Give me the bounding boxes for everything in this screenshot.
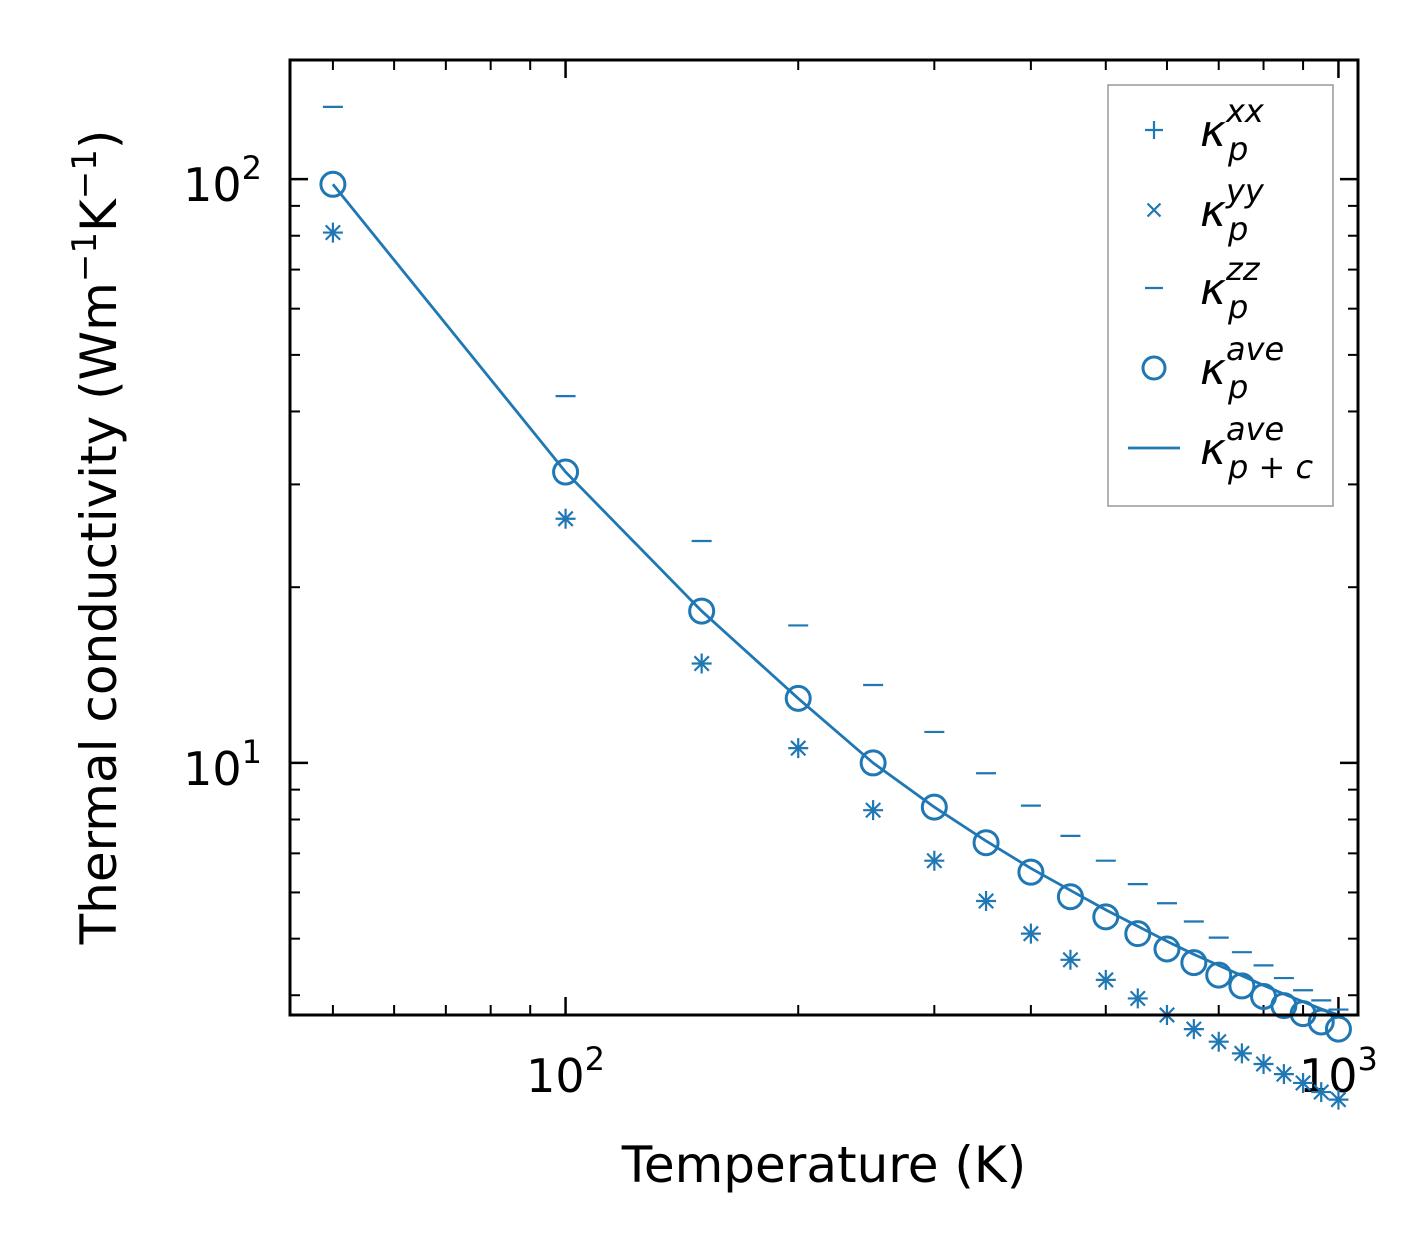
y-axis-label-sup1: −1 [65, 232, 105, 282]
y-tick-label: 101 [183, 733, 262, 796]
legend-kpc-kappa: κ [1200, 424, 1226, 475]
y-tick-label: 102 [183, 149, 262, 212]
kyy-point [1255, 1056, 1272, 1072]
kave-point [1017, 858, 1045, 886]
kyy-point [324, 224, 341, 241]
kave-point [319, 170, 347, 198]
legend-kave-marker [1141, 355, 1167, 381]
kyy-point [1062, 951, 1079, 968]
legend-kave-sup: ave [1226, 330, 1284, 368]
legend-kzz-sub: p [1227, 288, 1248, 326]
legend-kave-sub: p [1227, 368, 1248, 406]
legend-kxx-marker [1145, 121, 1163, 139]
kyy-point [790, 740, 807, 757]
kyy-point [693, 655, 710, 672]
y-axis-label: Thermal conductivity (Wm−1K−1) [65, 130, 128, 946]
kyy-point [1275, 1066, 1292, 1083]
legend-kpc-sub: p + c [1227, 448, 1313, 486]
legend-kyy-sub: p [1227, 210, 1248, 248]
x-tick-label-exp: 3 [1358, 1040, 1378, 1078]
legend-box [1107, 84, 1334, 507]
x-tick-label-base: 10 [526, 1049, 585, 1103]
kyy-point [1022, 925, 1039, 942]
kave-point [859, 749, 887, 777]
legend-kave-label: κave p [1200, 330, 1284, 406]
y-tick-label-base: 10 [183, 742, 242, 796]
kyy-point [978, 893, 995, 910]
axis-ticks [290, 60, 1358, 1015]
kyy-point [1233, 1045, 1250, 1062]
kave-point [1324, 1015, 1352, 1043]
kave-point [1205, 961, 1233, 989]
x-tick-label-exp: 2 [585, 1040, 605, 1078]
plot-frame [288, 58, 1360, 1017]
series-layer [319, 105, 1352, 1110]
kave-point [920, 793, 948, 821]
y-axis-label-sup2: −1 [65, 149, 105, 199]
y-axis-label-main: Thermal conductivity (Wm [70, 282, 128, 945]
kave-point [972, 829, 1000, 857]
legend-kxx-label: κxx p [1200, 92, 1265, 168]
kyy-point [865, 802, 882, 819]
x-tick-label: 102 [526, 1040, 605, 1103]
legend-kzz-sup: zz [1225, 250, 1261, 288]
kpc-line [331, 183, 1339, 1017]
kyy-point [1129, 990, 1146, 1007]
kyy-point [1313, 1084, 1330, 1101]
y-axis-label-mid: K [70, 198, 128, 232]
kyy-point [926, 852, 943, 869]
kyy-point [1185, 1021, 1202, 1038]
kyy-point [1210, 1033, 1227, 1050]
y-tick-label-exp: 1 [242, 733, 262, 771]
y-tick-label-exp: 2 [242, 149, 262, 187]
legend-kave-kappa: κ [1200, 344, 1226, 395]
kyy-point [1330, 1091, 1347, 1108]
kave-point [688, 597, 716, 625]
legend-kxx-sup: xx [1225, 92, 1265, 130]
y-tick-label-base: 10 [183, 158, 242, 212]
legend-kyy-kappa: κ [1200, 186, 1226, 237]
x-tick-label-base: 10 [1299, 1049, 1358, 1103]
kyy-point [1097, 971, 1114, 988]
legend-kzz-kappa: κ [1200, 264, 1226, 315]
legend-kxx-sub: p [1227, 130, 1248, 168]
legend-kzz-label: κzz p [1200, 250, 1261, 326]
kave-point [1180, 949, 1208, 977]
kyy-point [557, 510, 574, 527]
kave-point [552, 458, 580, 486]
legend-kyy-sup: yy [1225, 172, 1265, 210]
kave-point [1228, 972, 1256, 1000]
legend-kyy-marker [1146, 202, 1162, 218]
kave-point [784, 684, 812, 712]
y-axis-label-end: ) [70, 130, 128, 150]
x-axis-label: Temperature (K) [621, 1136, 1026, 1194]
legend-kpc-sup: ave [1226, 410, 1284, 448]
legend-kxx-kappa: κ [1200, 106, 1226, 157]
legend-kpc-label: κave p + c [1200, 410, 1313, 486]
kave-point [1153, 935, 1181, 963]
kyy-point [1295, 1074, 1312, 1091]
legend-kyy-label: κyy p [1200, 172, 1265, 248]
